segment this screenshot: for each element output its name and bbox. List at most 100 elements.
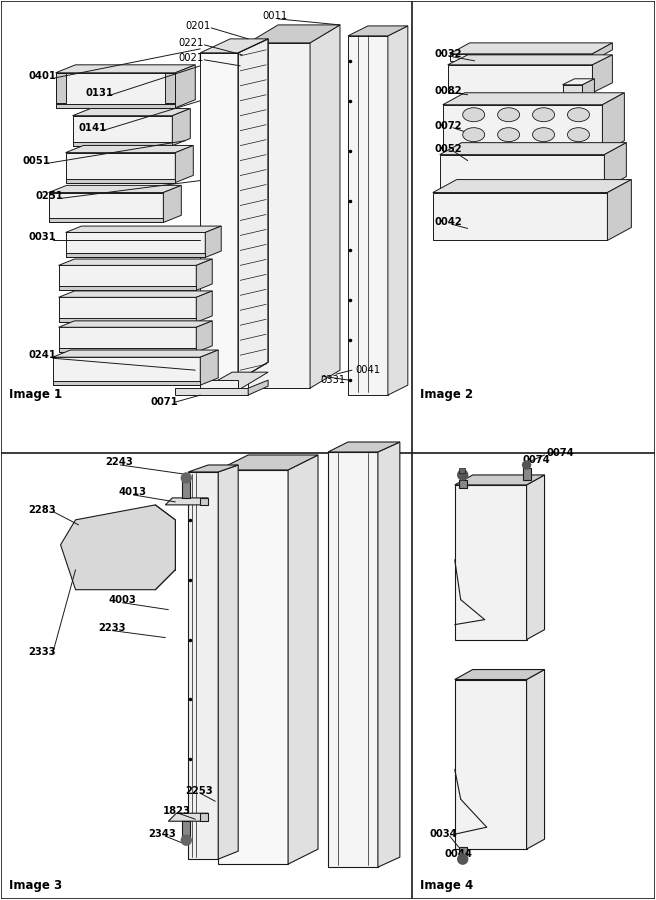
Text: 2233: 2233 [98,623,126,633]
Text: 0241: 0241 [29,350,56,360]
Polygon shape [459,480,466,488]
Polygon shape [459,847,466,855]
Polygon shape [433,180,631,193]
Polygon shape [238,39,268,380]
Polygon shape [200,39,268,53]
Text: 2283: 2283 [29,505,56,515]
Polygon shape [175,146,194,183]
Polygon shape [448,55,613,65]
Text: 0221: 0221 [178,38,204,48]
Polygon shape [607,180,631,240]
Circle shape [181,473,192,483]
Polygon shape [163,185,181,222]
Polygon shape [56,65,195,73]
Polygon shape [66,178,175,183]
Polygon shape [49,185,181,193]
Text: 0031: 0031 [29,232,56,242]
Polygon shape [310,25,340,388]
Polygon shape [455,475,544,485]
Polygon shape [200,350,218,385]
Polygon shape [56,73,175,108]
Polygon shape [49,219,163,222]
Polygon shape [66,254,205,257]
Polygon shape [328,452,378,867]
Polygon shape [58,291,213,297]
Ellipse shape [567,128,590,141]
Polygon shape [73,141,173,146]
Polygon shape [188,465,238,472]
Polygon shape [455,670,544,680]
Ellipse shape [462,108,485,122]
Polygon shape [205,226,221,257]
Polygon shape [450,54,592,61]
Polygon shape [218,465,238,860]
Text: Image 4: Image 4 [420,878,473,892]
Polygon shape [73,109,190,116]
Polygon shape [58,348,196,352]
Polygon shape [58,297,196,322]
Text: 0331: 0331 [320,375,345,385]
Polygon shape [196,321,213,352]
Polygon shape [328,442,400,452]
Polygon shape [288,455,318,864]
Polygon shape [182,480,190,498]
Circle shape [181,835,192,845]
Text: 0251: 0251 [35,191,64,201]
Polygon shape [66,153,175,183]
Polygon shape [388,26,408,395]
Polygon shape [200,380,238,390]
Text: 0021: 0021 [178,53,203,63]
Text: 0051: 0051 [23,156,51,166]
Polygon shape [248,43,310,388]
Text: 0042: 0042 [435,218,462,228]
Polygon shape [200,53,238,380]
Polygon shape [58,286,196,291]
Polygon shape [602,93,625,153]
Polygon shape [448,65,592,93]
Polygon shape [200,498,208,505]
Text: 0071: 0071 [150,397,178,407]
Text: 0011: 0011 [262,11,287,21]
Polygon shape [527,670,544,850]
Polygon shape [56,104,175,108]
Polygon shape [218,455,318,470]
Polygon shape [73,116,173,146]
Polygon shape [440,143,626,155]
Polygon shape [196,259,213,291]
Text: Image 1: Image 1 [9,388,62,400]
Text: 2333: 2333 [29,646,56,657]
Polygon shape [443,93,625,104]
Polygon shape [218,470,288,864]
Polygon shape [175,65,195,108]
Polygon shape [56,73,66,103]
Polygon shape [60,505,175,590]
Text: 2253: 2253 [185,787,213,796]
Text: 0041: 0041 [355,365,380,375]
Polygon shape [66,226,221,232]
Polygon shape [165,498,208,505]
Text: 1823: 1823 [162,806,190,816]
Ellipse shape [533,108,554,122]
Text: 0131: 0131 [85,88,113,98]
Polygon shape [200,373,268,390]
Polygon shape [58,319,196,322]
Polygon shape [196,291,213,322]
Polygon shape [562,79,594,85]
Polygon shape [58,321,213,328]
Polygon shape [527,475,544,640]
Text: Image 3: Image 3 [9,878,62,892]
Polygon shape [583,79,594,103]
Polygon shape [523,468,531,480]
Text: 0074: 0074 [546,448,574,458]
Text: 4013: 4013 [119,487,146,497]
Text: Image 2: Image 2 [420,388,473,400]
Circle shape [523,461,531,469]
Polygon shape [562,85,583,103]
Circle shape [458,470,468,480]
Text: 2343: 2343 [148,829,176,839]
Polygon shape [248,380,268,395]
Ellipse shape [498,128,520,141]
Polygon shape [58,266,196,291]
Text: 0034: 0034 [430,829,457,839]
Polygon shape [440,155,604,189]
